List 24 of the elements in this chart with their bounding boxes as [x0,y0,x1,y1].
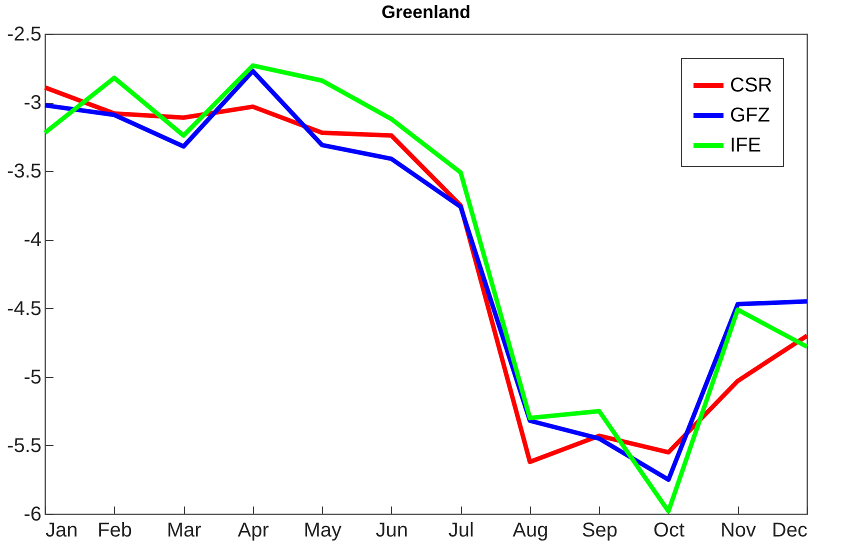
y-tick-label: -5.5 [7,434,42,457]
y-tick-label: -3 [24,92,42,114]
x-tick-label: Oct [653,520,685,542]
legend-label: GFZ [730,104,770,126]
x-tick-label: Jun [376,520,408,542]
x-tick-label: Apr [238,520,270,542]
y-tick-label: -5 [24,366,42,388]
x-tick-label: Aug [512,520,548,542]
x-tick-label: Jan [46,520,78,542]
y-tick-label: -2.5 [7,24,42,46]
chart-title: Greenland [381,2,471,22]
y-tick-label: -4 [24,229,42,252]
legend-label: CSR [730,74,772,96]
x-tick-label: Sep [582,520,618,542]
y-tick-label: -6 [24,504,42,526]
y-tick-label: -3.5 [7,160,42,183]
legend-label: IFE [730,134,762,156]
x-tick-label: Nov [720,520,756,542]
x-tick-label: Feb [98,520,132,542]
x-tick-label: Jul [448,520,474,542]
y-tick-label: -4.5 [7,298,42,320]
x-tick-label: Dec [772,520,808,542]
x-tick-label: Mar [166,520,202,542]
x-tick-label: May [304,520,342,542]
